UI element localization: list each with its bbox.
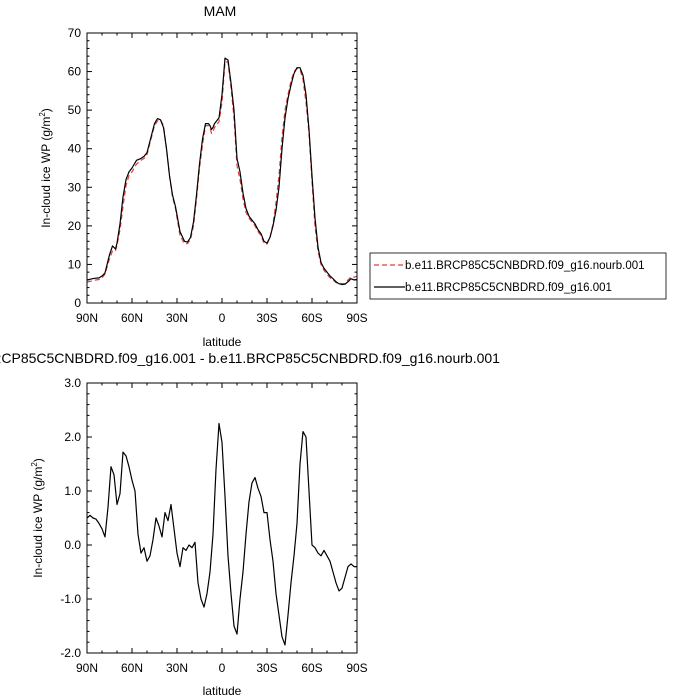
x-tick-label: 0 (219, 311, 226, 325)
x-tick-label: 60S (301, 661, 322, 675)
legend-label-base: b.e11.BRCP85C5CNBDRD.f09_g16.001 (405, 282, 612, 294)
bottom-y-ticks: -2.0 -1.0 0.0 1.0 2.0 3.0 (60, 376, 357, 660)
y-tick-label: 10 (68, 257, 82, 271)
top-y-ticks: 0 10 20 30 40 50 60 70 (68, 26, 357, 310)
y-tick-label: 30 (68, 180, 82, 194)
y-tick-label: 3.0 (64, 376, 81, 390)
y-tick-label: 50 (68, 103, 82, 117)
top-legend: b.e11.BRCP85C5CNBDRD.f09_g16.nourb.001 b… (369, 252, 667, 300)
top-plot-frame (86, 32, 358, 304)
y-tick-label: 1.0 (64, 484, 81, 498)
y-tick-label: -2.0 (60, 646, 81, 660)
x-tick-label: 90N (76, 311, 98, 325)
x-tick-label: 60S (301, 311, 322, 325)
y-tick-label: 2.0 (64, 430, 81, 444)
top-x-axis-label: latitude (203, 335, 242, 349)
series-line-0-1 (86, 57, 358, 286)
bottom-x-axis-label: latitude (203, 684, 242, 698)
x-tick-label: 60N (121, 661, 143, 675)
y-tick-label: -1.0 (60, 592, 81, 606)
y-tick-label: 40 (68, 142, 82, 156)
legend-box (369, 252, 667, 300)
x-tick-label: 0 (219, 661, 226, 675)
bottom-panel: b.e11.BRCP85C5CNBDRD.f09_g16.001 - b.e11… (0, 350, 500, 698)
x-tick-label: 30N (166, 311, 188, 325)
bottom-plot-frame (86, 382, 358, 654)
legend-label-nourb: b.e11.BRCP85C5CNBDRD.f09_g16.nourb.001 (405, 260, 645, 272)
y-tick-label: 70 (68, 26, 82, 40)
top-plot-area (86, 57, 358, 286)
x-tick-label: 90S (346, 311, 367, 325)
y-tick-label: 20 (68, 219, 82, 233)
x-tick-label: 30S (256, 661, 277, 675)
x-tick-label: 60N (121, 311, 143, 325)
x-tick-label: 30S (256, 311, 277, 325)
y-tick-label: 60 (68, 65, 82, 79)
y-tick-label: 0 (74, 296, 81, 310)
top-title: MAM (204, 3, 237, 19)
bottom-y-axis-label: In-cloud ice WP (g/m2) (30, 458, 45, 578)
x-tick-label: 30N (166, 661, 188, 675)
bottom-title: b.e11.BRCP85C5CNBDRD.f09_g16.001 - b.e11… (0, 350, 500, 366)
legend-item-base: b.e11.BRCP85C5CNBDRD.f09_g16.001 (374, 282, 612, 294)
bottom-x-ticks: 90N 60N 30N 0 30S 60S 90S (76, 383, 368, 675)
top-x-ticks: 90N 60N 30N 0 30S 60S 90S (76, 33, 368, 325)
top-y-axis-label: In-cloud ice WP (g/m2) (38, 108, 53, 228)
bottom-plot-area (86, 422, 357, 646)
x-tick-label: 90N (76, 661, 98, 675)
x-tick-label: 90S (346, 661, 367, 675)
legend-item-nourb: b.e11.BRCP85C5CNBDRD.f09_g16.nourb.001 (374, 260, 645, 272)
y-tick-label: 0.0 (64, 538, 81, 552)
series-line-1-0 (86, 422, 357, 646)
